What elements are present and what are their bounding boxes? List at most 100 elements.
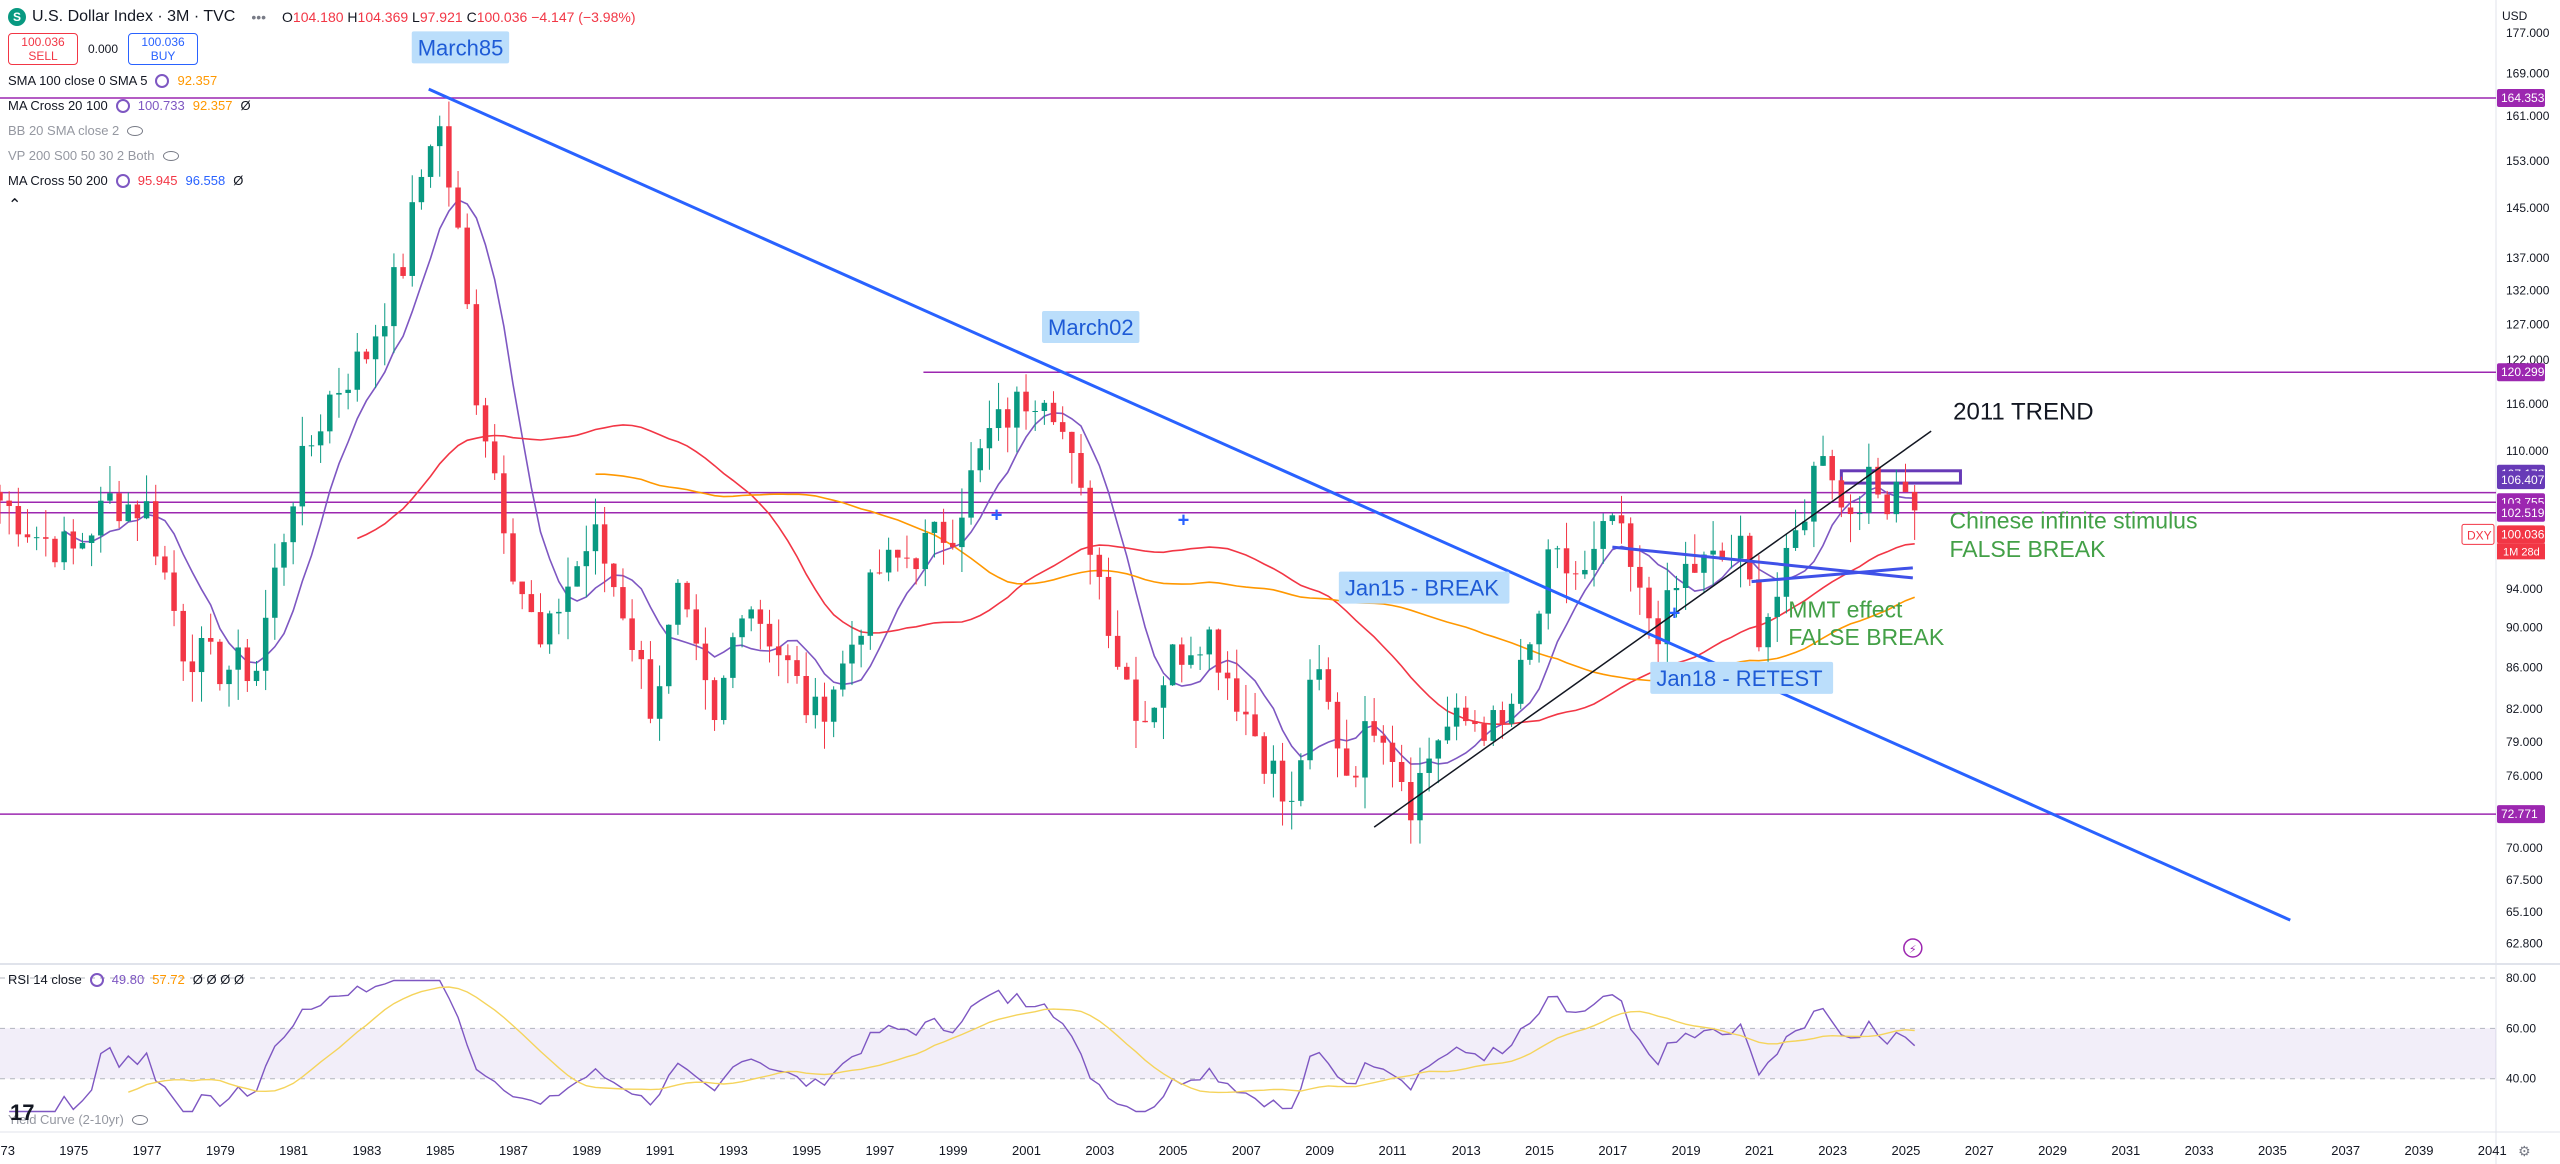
candle-body[interactable] (1692, 563, 1698, 573)
candle-body[interactable] (968, 470, 974, 518)
candle-body[interactable] (6, 500, 12, 507)
candle-body[interactable] (363, 351, 370, 360)
candle-body[interactable] (1911, 491, 1918, 511)
candle-body[interactable] (501, 473, 507, 534)
candle-body[interactable] (152, 501, 159, 557)
tradingview-logo-icon[interactable]: 17 (10, 1100, 35, 1125)
candle-body[interactable] (537, 612, 544, 645)
candle-body[interactable] (1380, 735, 1387, 743)
candle-body[interactable] (1536, 613, 1542, 645)
candle-body[interactable] (1765, 616, 1771, 648)
candle-body[interactable] (1325, 669, 1332, 702)
candle-body[interactable] (1206, 629, 1213, 655)
candle-body[interactable] (180, 610, 186, 662)
candle-body[interactable] (446, 126, 452, 188)
gear-icon[interactable] (89, 972, 104, 987)
candle-body[interactable] (1151, 707, 1158, 723)
candle-body[interactable] (207, 638, 214, 642)
candle-body[interactable] (1160, 685, 1167, 708)
candle-body[interactable] (1792, 530, 1799, 548)
candle-body[interactable] (1673, 587, 1680, 591)
rsi-legend-name[interactable]: RSI 14 close (8, 972, 82, 987)
candle-body[interactable] (1463, 707, 1469, 722)
sell-button[interactable]: 100.036 SELL (8, 33, 78, 65)
annotation-box[interactable] (1338, 571, 1510, 604)
candle-body[interactable] (1847, 507, 1854, 515)
candle-body[interactable] (436, 126, 443, 147)
indicator-row[interactable]: BB 20 SMA close 2 (8, 118, 635, 143)
candle-body[interactable] (244, 647, 251, 682)
candle-body[interactable] (1114, 635, 1121, 667)
candle-body[interactable] (1023, 391, 1029, 412)
candle-body[interactable] (629, 618, 635, 650)
candle-body[interactable] (977, 448, 983, 471)
candle-body[interactable] (327, 394, 333, 432)
indicator-row[interactable]: SMA 100 close 0 SMA 5 92.357 (8, 68, 635, 93)
candle-body[interactable] (592, 524, 599, 552)
candle-body[interactable] (1087, 487, 1093, 555)
candle-body[interactable] (1270, 760, 1277, 774)
candle-body[interactable] (821, 696, 828, 722)
candle-body[interactable] (803, 676, 809, 716)
candle-body[interactable] (876, 572, 883, 574)
candle-body[interactable] (1307, 679, 1313, 761)
candle-body[interactable] (1600, 521, 1606, 549)
candle-body[interactable] (913, 558, 919, 570)
candle-body[interactable] (867, 572, 874, 636)
annotation-box[interactable] (1650, 661, 1834, 694)
candle-body[interactable] (1032, 410, 1038, 412)
candle-body[interactable] (1637, 566, 1643, 588)
candle-body[interactable] (1545, 549, 1551, 614)
candle-body[interactable] (1261, 736, 1267, 774)
candle-body[interactable] (574, 566, 580, 587)
candle-body[interactable] (1820, 456, 1826, 466)
candle-body[interactable] (70, 531, 77, 549)
candle-body[interactable] (583, 551, 590, 567)
candle-body[interactable] (1343, 748, 1350, 776)
lightning-icon[interactable] (1903, 938, 1923, 958)
candle-body[interactable] (1747, 535, 1753, 580)
candle-body[interactable] (1893, 481, 1900, 515)
candle-body[interactable] (1142, 720, 1148, 723)
candle-body[interactable] (116, 493, 122, 522)
candle-body[interactable] (1582, 569, 1588, 575)
candle-body[interactable] (1572, 573, 1579, 575)
candle-body[interactable] (43, 537, 49, 539)
triangle-lower-line[interactable] (1751, 566, 1913, 584)
gear-icon[interactable] (155, 73, 170, 88)
candle-body[interactable] (739, 618, 745, 638)
candle-body[interactable] (849, 644, 855, 664)
candle-body[interactable] (1627, 523, 1634, 567)
candle-body[interactable] (565, 586, 571, 612)
candle-body[interactable] (24, 534, 31, 538)
candle-body[interactable] (299, 445, 306, 507)
candle-body[interactable] (1884, 494, 1890, 515)
candle-body[interactable] (922, 532, 929, 570)
candle-body[interactable] (189, 661, 196, 673)
candle-body[interactable] (611, 563, 617, 588)
candle-body[interactable] (1829, 456, 1835, 481)
candle-body[interactable] (98, 500, 104, 536)
candle-body[interactable] (79, 543, 86, 549)
candle-body[interactable] (1811, 465, 1817, 522)
candle-body[interactable] (1554, 548, 1561, 550)
candle-body[interactable] (684, 582, 690, 610)
candle-body[interactable] (510, 533, 516, 582)
candle-body[interactable] (1453, 707, 1460, 727)
candle-body[interactable] (840, 663, 846, 690)
candle-body[interactable] (1041, 402, 1048, 411)
2011-trend-line[interactable] (1373, 430, 1932, 828)
candle-body[interactable] (308, 445, 315, 447)
candle-body[interactable] (1591, 548, 1597, 570)
candle-body[interactable] (262, 617, 269, 671)
candle-body[interactable] (959, 517, 965, 548)
candle-body[interactable] (812, 696, 819, 716)
candle-body[interactable] (235, 647, 241, 670)
candle-body[interactable] (931, 521, 938, 533)
candle-body[interactable] (1618, 515, 1625, 524)
candle-body[interactable] (656, 686, 663, 719)
candle-body[interactable] (830, 689, 837, 722)
candle-body[interactable] (546, 613, 553, 645)
candle-body[interactable] (1215, 629, 1222, 673)
